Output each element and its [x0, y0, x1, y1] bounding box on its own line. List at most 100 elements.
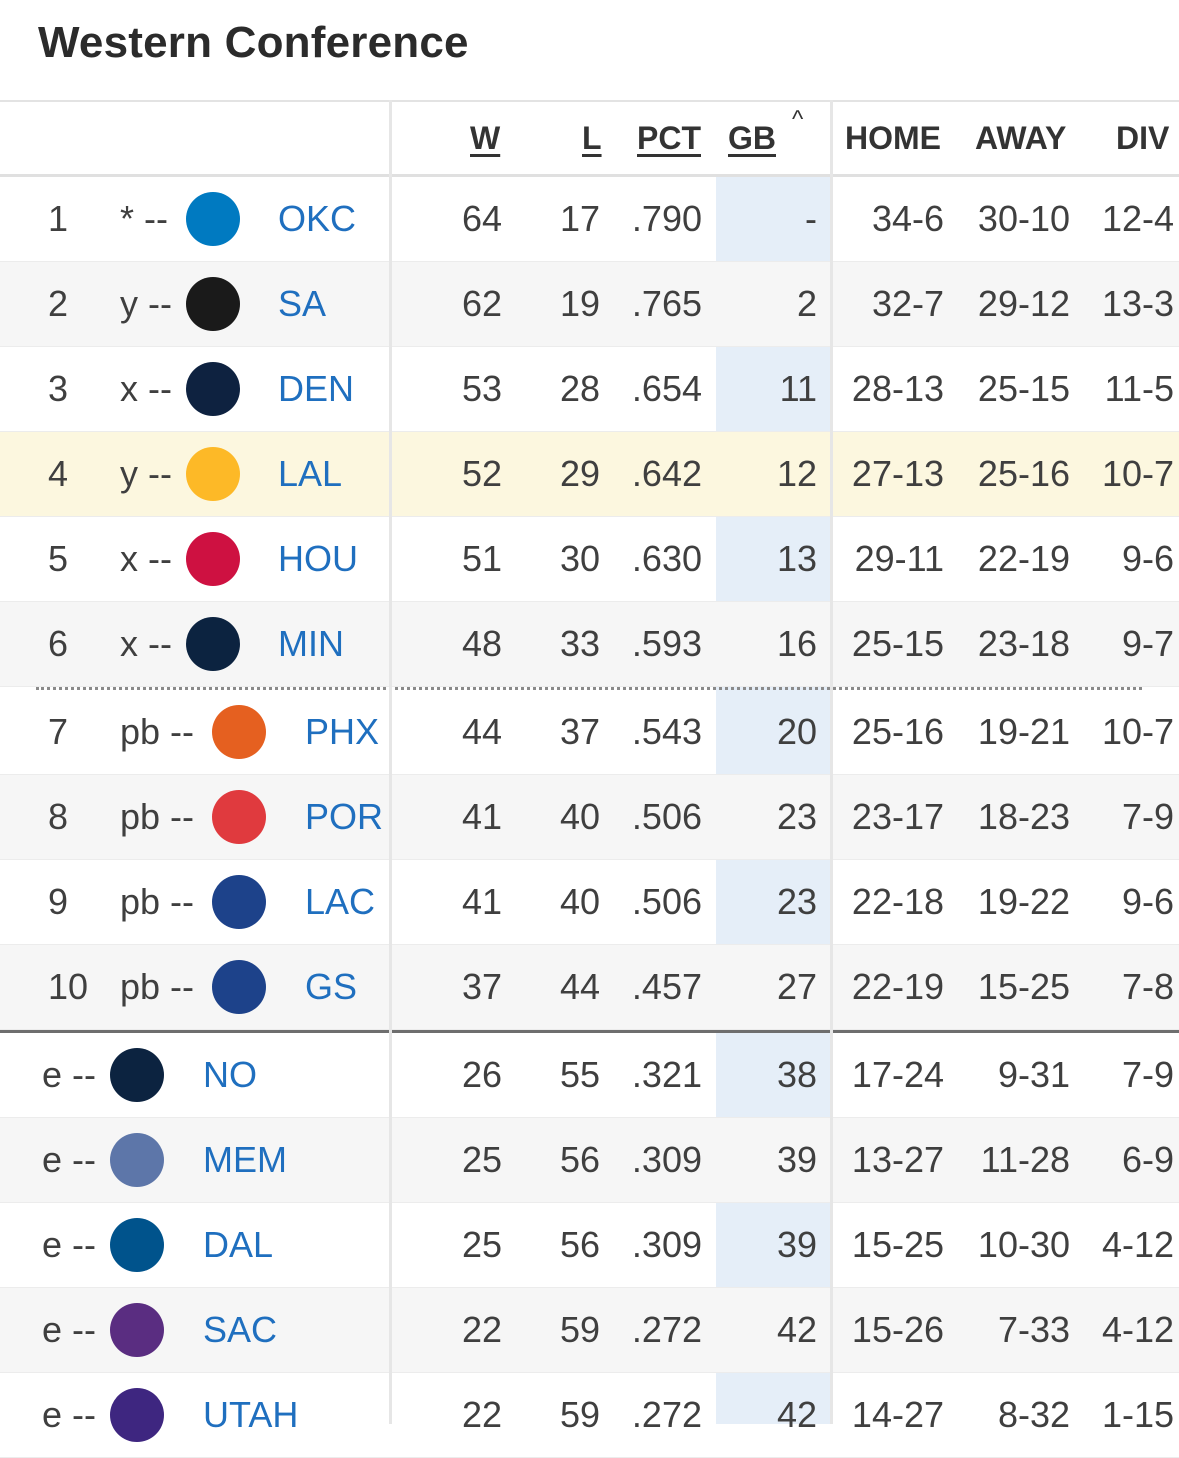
away-record-cell: 8-32	[997, 1394, 1070, 1435]
table-row[interactable]: 7 pb -- PHX 44 37 .543 20 25-16 19-21 10-7	[0, 690, 1179, 775]
clinch-status: pb --	[120, 711, 195, 752]
table-row[interactable]: 9 pb -- LAC 41 40 .506 23 22-18 19-22 9-6	[0, 860, 1179, 945]
table-row[interactable]: e -- NO 26 55 .321 38 17-24 9-31 7-9	[0, 1033, 1179, 1118]
pct-cell: .506	[631, 881, 702, 922]
team-link[interactable]: SAC	[203, 1309, 278, 1350]
table-row[interactable]: 4 y -- LAL 52 29 .642 12 27-13 25-16 10-7	[0, 432, 1179, 517]
nuggets-logo	[186, 362, 240, 416]
home-record-cell: 25-16	[851, 711, 944, 752]
gb-cell: 13	[776, 538, 817, 579]
gb-cell: 39	[776, 1139, 817, 1180]
div-record-cell: 11-5	[1104, 368, 1174, 409]
thunder-logo	[186, 192, 240, 246]
clinch-status: e --	[42, 1224, 96, 1265]
gb-cell: 12	[776, 453, 817, 494]
clinch-status: y --	[120, 283, 172, 324]
gb-cell: 20	[776, 711, 817, 752]
team-link[interactable]: UTAH	[203, 1394, 299, 1435]
header-home[interactable]: HOME	[845, 120, 941, 156]
team-link[interactable]: POR	[305, 796, 384, 837]
jazz-logo	[110, 1388, 164, 1442]
losses-cell: 40	[559, 796, 600, 837]
pct-cell: .630	[631, 538, 702, 579]
div-record-cell: 9-7	[1121, 623, 1174, 664]
team-link[interactable]: DEN	[278, 368, 355, 409]
header-away[interactable]: AWAY	[975, 120, 1067, 156]
pct-cell: .272	[631, 1394, 702, 1435]
away-record-cell: 18-23	[977, 796, 1070, 837]
wins-cell: 41	[461, 796, 502, 837]
gb-cell: 23	[776, 881, 817, 922]
pct-cell: .321	[631, 1054, 702, 1095]
losses-cell: 56	[559, 1139, 600, 1180]
away-record-cell: 25-15	[977, 368, 1070, 409]
table-row[interactable]: 3 x -- DEN 53 28 .654 11 28-13 25-15 11-5	[0, 347, 1179, 432]
table-row[interactable]: e -- UTAH 22 59 .272 42 14-27 8-32 1-15	[0, 1373, 1179, 1458]
wins-cell: 22	[461, 1309, 502, 1350]
gb-cell: 11	[779, 368, 817, 409]
away-record-cell: 19-22	[977, 881, 1070, 922]
wins-cell: 25	[461, 1224, 502, 1265]
wins-cell: 62	[461, 283, 502, 324]
team-link[interactable]: PHX	[305, 711, 380, 752]
team-link[interactable]: OKC	[278, 198, 357, 239]
table-row[interactable]: e -- MEM 25 56 .309 39 13-27 11-28 6-9	[0, 1118, 1179, 1203]
column-divider	[389, 100, 392, 1424]
clinch-status: e --	[42, 1054, 96, 1095]
column-divider	[830, 100, 833, 1424]
kings-logo	[110, 1303, 164, 1357]
rank-cell: 2	[48, 283, 69, 324]
spurs-logo	[186, 277, 240, 331]
playoff-cutoff-line	[36, 687, 1142, 690]
div-record-cell: 7-9	[1121, 796, 1174, 837]
div-record-cell: 7-8	[1121, 966, 1174, 1007]
wins-cell: 52	[461, 453, 502, 494]
losses-cell: 28	[559, 368, 600, 409]
div-record-cell: 4-12	[1101, 1309, 1174, 1350]
header-gb[interactable]: GB	[728, 120, 776, 156]
wins-cell: 26	[461, 1054, 502, 1095]
pct-cell: .765	[631, 283, 702, 324]
rank-cell: 10	[48, 966, 89, 1007]
home-record-cell: 13-27	[851, 1139, 944, 1180]
pct-cell: .457	[631, 966, 702, 1007]
team-link[interactable]: GS	[305, 966, 358, 1007]
table-row[interactable]: 1 * -- OKC 64 17 .790 - 34-6 30-10 12-4	[0, 177, 1179, 262]
team-link[interactable]: SA	[278, 283, 327, 324]
team-link[interactable]: LAC	[305, 881, 376, 922]
header-w[interactable]: W	[470, 120, 501, 156]
div-record-cell: 12-4	[1101, 198, 1174, 239]
gb-cell: 2	[796, 283, 817, 324]
suns-logo	[212, 705, 266, 759]
clinch-status: x --	[120, 538, 172, 579]
table-row[interactable]: 8 pb -- POR 41 40 .506 23 23-17 18-23 7-9	[0, 775, 1179, 860]
losses-cell: 37	[559, 711, 600, 752]
clinch-status: x --	[120, 368, 172, 409]
team-link[interactable]: MEM	[203, 1139, 287, 1180]
team-link[interactable]: HOU	[278, 538, 358, 579]
table-row[interactable]: 2 y -- SA 62 19 .765 2 32-7 29-12 13-3	[0, 262, 1179, 347]
header-pct[interactable]: PCT	[637, 120, 701, 156]
home-record-cell: 22-19	[851, 966, 944, 1007]
header-div[interactable]: DIV	[1116, 120, 1170, 156]
home-record-cell: 34-6	[871, 198, 944, 239]
trail-blazers-logo	[212, 790, 266, 844]
table-row[interactable]: e -- DAL 25 56 .309 39 15-25 10-30 4-12	[0, 1203, 1179, 1288]
wins-cell: 41	[461, 881, 502, 922]
team-link[interactable]: LAL	[278, 453, 343, 494]
team-link[interactable]: DAL	[203, 1224, 274, 1265]
header-l[interactable]: L	[582, 120, 602, 156]
clinch-status: pb --	[120, 881, 195, 922]
losses-cell: 59	[559, 1394, 600, 1435]
pct-cell: .593	[631, 623, 702, 664]
table-row[interactable]: 6 x -- MIN 48 33 .593 16 25-15 23-18 9-7	[0, 602, 1179, 687]
away-record-cell: 29-12	[977, 283, 1070, 324]
team-link[interactable]: MIN	[278, 623, 344, 664]
table-row[interactable]: 5 x -- HOU 51 30 .630 13 29-11 22-19 9-6	[0, 517, 1179, 602]
away-record-cell: 30-10	[977, 198, 1070, 239]
table-row[interactable]: 10 pb -- GS 37 44 .457 27 22-19 15-25 7-8	[0, 945, 1179, 1030]
team-link[interactable]: NO	[203, 1054, 257, 1095]
table-row[interactable]: e -- SAC 22 59 .272 42 15-26 7-33 4-12	[0, 1288, 1179, 1373]
sort-ascending-icon[interactable]: ^	[792, 106, 804, 133]
div-record-cell: 10-7	[1101, 711, 1174, 752]
